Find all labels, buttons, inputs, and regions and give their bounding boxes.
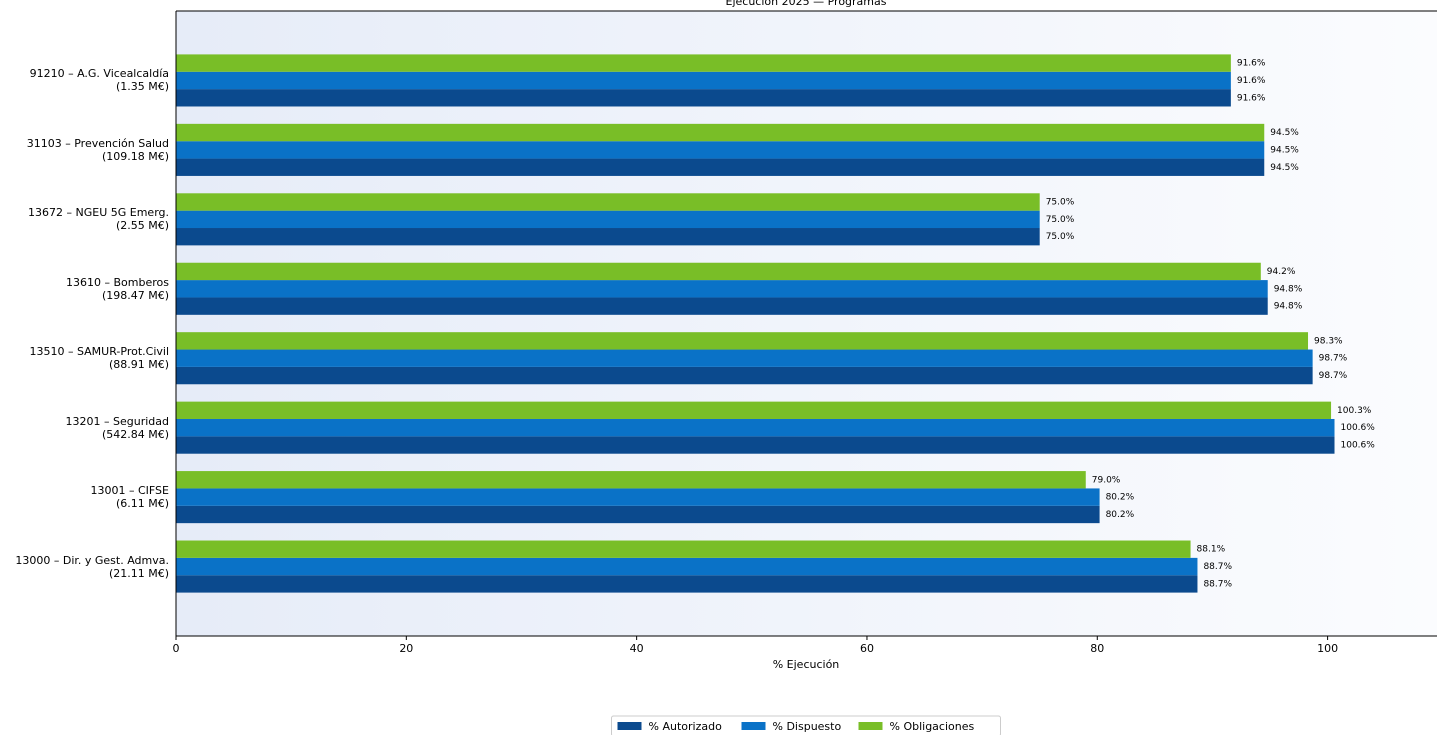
y-tick-label: 13610 – Bomberos (198.47 M€) bbox=[66, 275, 169, 302]
bar bbox=[176, 210, 1040, 229]
bar bbox=[176, 193, 1040, 211]
bar bbox=[176, 418, 1335, 437]
value-label: 94.5% bbox=[1270, 163, 1299, 173]
y-tick-label: 31103 – Prevención Salud (109.18 M€) bbox=[26, 136, 169, 163]
chart-title: Ejecución 2025 — Programas bbox=[726, 0, 887, 8]
bar bbox=[176, 280, 1268, 298]
value-label: 91.6% bbox=[1237, 93, 1266, 103]
value-label: 91.6% bbox=[1237, 59, 1266, 69]
legend-label: % Autorizado bbox=[649, 720, 723, 733]
value-label: 91.6% bbox=[1237, 76, 1266, 86]
legend-label: % Obligaciones bbox=[890, 720, 975, 733]
x-tick-label: 0 bbox=[173, 642, 180, 655]
value-label: 75.0% bbox=[1046, 215, 1075, 225]
value-label: 88.1% bbox=[1197, 545, 1226, 555]
bar bbox=[176, 488, 1100, 506]
x-tick-label: 60 bbox=[860, 642, 874, 655]
legend-swatch bbox=[858, 722, 883, 730]
value-label: 94.5% bbox=[1270, 145, 1299, 155]
bar bbox=[176, 158, 1265, 176]
value-label: 100.6% bbox=[1341, 423, 1376, 433]
bar bbox=[176, 366, 1313, 385]
value-label: 94.8% bbox=[1274, 302, 1303, 312]
x-tick-label: 100 bbox=[1317, 642, 1338, 655]
value-label: 79.0% bbox=[1092, 475, 1121, 485]
x-tick-label: 80 bbox=[1090, 642, 1104, 655]
value-label: 98.7% bbox=[1319, 354, 1348, 364]
value-label: 88.7% bbox=[1203, 579, 1232, 589]
y-tick-label: 13672 – NGEU 5G Emerg. (2.55 M€) bbox=[28, 206, 169, 233]
value-label: 88.7% bbox=[1203, 562, 1232, 572]
x-tick-label: 20 bbox=[399, 642, 413, 655]
legend-label: % Dispuesto bbox=[773, 720, 842, 733]
y-tick-label: 91210 – A.G. Vicealcaldía (1.35 M€) bbox=[29, 67, 169, 94]
y-tick-label: 13201 – Seguridad (542.84 M€) bbox=[65, 414, 169, 441]
value-label: 100.6% bbox=[1341, 441, 1376, 451]
bar bbox=[176, 141, 1265, 159]
value-label: 94.5% bbox=[1270, 128, 1299, 138]
bar bbox=[176, 401, 1332, 419]
bar bbox=[176, 228, 1040, 246]
value-label: 98.7% bbox=[1319, 371, 1348, 381]
value-label: 100.3% bbox=[1337, 406, 1372, 416]
bar bbox=[176, 123, 1265, 142]
value-label: 98.3% bbox=[1314, 336, 1343, 346]
bar bbox=[176, 349, 1313, 367]
bar bbox=[176, 54, 1231, 72]
bar bbox=[176, 89, 1231, 107]
legend-frame bbox=[611, 715, 1001, 735]
value-label: 75.0% bbox=[1046, 197, 1075, 207]
bar bbox=[176, 540, 1191, 558]
bar bbox=[176, 557, 1198, 576]
value-label: 94.2% bbox=[1267, 267, 1296, 277]
x-axis-label: % Ejecución bbox=[773, 658, 840, 671]
value-label: 80.2% bbox=[1106, 510, 1135, 520]
bar bbox=[176, 471, 1086, 489]
bar bbox=[176, 505, 1100, 524]
y-tick-label: 13510 – SAMUR-Prot.Civil (88.91 M€) bbox=[29, 345, 169, 372]
bar bbox=[176, 71, 1231, 90]
bar bbox=[176, 332, 1309, 350]
plot-background bbox=[176, 11, 1437, 636]
bar bbox=[176, 575, 1198, 593]
legend-swatch bbox=[617, 722, 642, 730]
x-tick-label: 40 bbox=[630, 642, 644, 655]
legend-swatch bbox=[741, 722, 766, 730]
bar bbox=[176, 297, 1268, 315]
y-tick-label: 13001 – CIFSE (6.11 M€) bbox=[90, 484, 169, 511]
value-label: 75.0% bbox=[1046, 232, 1075, 242]
y-tick-label: 13000 – Dir. y Gest. Admva. (21.11 M€) bbox=[15, 553, 169, 580]
bar bbox=[176, 262, 1261, 281]
bar bbox=[176, 436, 1335, 454]
value-label: 80.2% bbox=[1106, 493, 1135, 503]
value-label: 94.8% bbox=[1274, 284, 1303, 294]
